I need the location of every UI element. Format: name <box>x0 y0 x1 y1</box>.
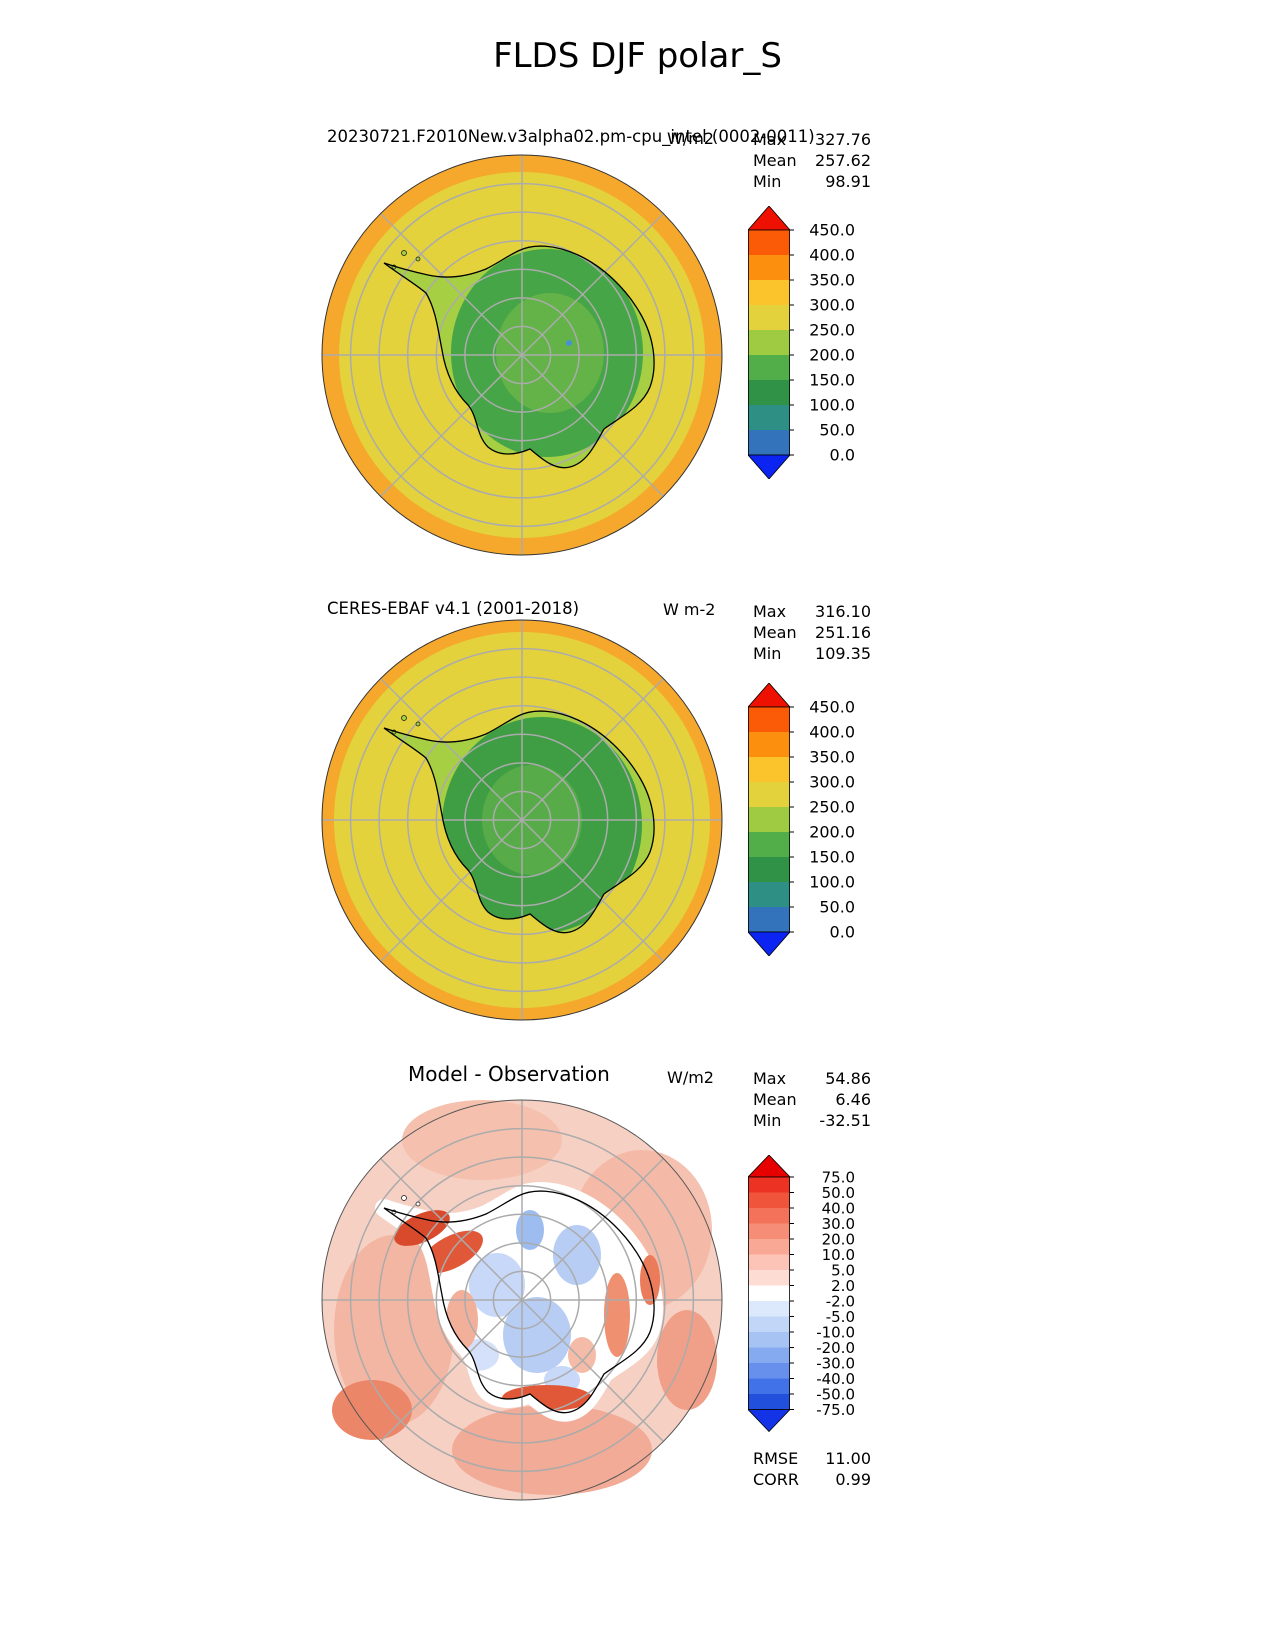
svg-text:100.0: 100.0 <box>809 873 855 892</box>
stat-label-mean: Mean <box>753 1090 797 1109</box>
stat-value-max: 327.76 <box>815 130 871 149</box>
model-stats: Max 327.76 Mean 257.62 Min 98.91 <box>753 129 871 192</box>
diff-stats: Max 54.86 Mean 6.46 Min -32.51 <box>753 1068 871 1131</box>
diff-continent-patches <box>421 1210 630 1411</box>
stat-row-min: Min 98.91 <box>753 171 871 192</box>
svg-text:100.0: 100.0 <box>809 396 855 415</box>
stat-row-max: Max 54.86 <box>753 1068 871 1089</box>
model-title: 20230721.F2010New.v3alpha02.pm-cpu_intel… <box>327 127 815 146</box>
stat-row-min: Min -32.51 <box>753 1110 871 1131</box>
svg-text:5.0: 5.0 <box>831 1261 855 1279</box>
svg-text:450.0: 450.0 <box>809 221 855 240</box>
svg-text:0.0: 0.0 <box>830 446 855 465</box>
svg-text:50.0: 50.0 <box>822 1184 855 1202</box>
colorbar-svg: 450.0 400.0 350.0 300.0 250.0 200.0 150.0 100.0… <box>747 205 855 480</box>
map-boundary <box>321 619 723 1021</box>
map-boundary <box>321 1099 723 1501</box>
stat-row-max: Max 327.76 <box>753 129 871 150</box>
map-model <box>321 154 723 556</box>
svg-text:300.0: 300.0 <box>809 296 855 315</box>
stat-row-mean: Mean 6.46 <box>753 1089 871 1110</box>
stat-label-min: Min <box>753 172 782 191</box>
diff-units: W/m2 <box>667 1068 714 1087</box>
colorbar-difference: 75.0 50.0 40.0 30.0 20.0 10.0 5.0 2.0 -2.0 -5.0 -1… <box>747 1154 860 1436</box>
colorbar-observation: 450.0 400.0 350.0 300.0 250.0 200.0 150.0 100.0… <box>747 682 860 960</box>
svg-text:400.0: 400.0 <box>809 723 855 742</box>
stat-value-mean: 6.46 <box>835 1090 871 1109</box>
colorbar-svg: 75.050.040.030.020.010.05.02.0-2.0-5.0-1… <box>747 1154 855 1433</box>
stat-row-mean: Mean 257.62 <box>753 150 871 171</box>
diff-peninsula-red <box>394 1210 450 1246</box>
svg-text:-2.0: -2.0 <box>826 1292 855 1310</box>
svg-text:350.0: 350.0 <box>809 748 855 767</box>
svg-text:75.0: 75.0 <box>822 1168 855 1186</box>
stat-value-mean: 257.62 <box>815 151 871 170</box>
stat-label-mean: Mean <box>753 151 797 170</box>
stat-label-max: Max <box>753 1069 787 1088</box>
svg-text:50.0: 50.0 <box>819 898 855 917</box>
stat-value-min: 98.91 <box>825 172 871 191</box>
obs-title: CERES-EBAF v4.1 (2001-2018) <box>327 599 580 618</box>
svg-text:-5.0: -5.0 <box>826 1308 855 1326</box>
stat-label-max: Max <box>753 130 787 149</box>
diff-metrics: RMSE 11.00 CORR 0.99 <box>753 1448 871 1490</box>
stat-row-corr: CORR 0.99 <box>753 1469 871 1490</box>
stat-label-min: Min <box>753 644 782 663</box>
stat-value-corr: 0.99 <box>835 1470 871 1489</box>
stat-value-min: 109.35 <box>815 644 871 663</box>
stat-label-rmse: RMSE <box>753 1449 799 1468</box>
svg-text:200.0: 200.0 <box>809 823 855 842</box>
map-boundary <box>321 154 723 556</box>
stat-value-mean: 251.16 <box>815 623 871 642</box>
svg-text:-30.0: -30.0 <box>816 1354 855 1372</box>
graticule <box>322 155 722 555</box>
svg-text:10.0: 10.0 <box>822 1246 855 1264</box>
model-units: W/m2 <box>667 129 714 148</box>
stat-label-corr: CORR <box>753 1470 799 1489</box>
stat-label-max: Max <box>753 602 787 621</box>
stat-value-min: -32.51 <box>819 1111 871 1130</box>
svg-text:30.0: 30.0 <box>822 1215 855 1233</box>
colorbar-svg: 450.0 400.0 350.0 300.0 250.0 200.0 150.0 100.0… <box>747 682 855 957</box>
svg-text:-10.0: -10.0 <box>816 1323 855 1341</box>
diff-title: Model - Observation <box>408 1062 610 1086</box>
stat-label-min: Min <box>753 1111 782 1130</box>
stat-row-mean: Mean 251.16 <box>753 622 871 643</box>
stat-value-max: 54.86 <box>825 1069 871 1088</box>
svg-text:250.0: 250.0 <box>809 321 855 340</box>
svg-text:450.0: 450.0 <box>809 698 855 717</box>
graticule <box>322 620 722 1020</box>
stat-row-max: Max 316.10 <box>753 601 871 622</box>
stat-row-rmse: RMSE 11.00 <box>753 1448 871 1469</box>
stat-value-max: 316.10 <box>815 602 871 621</box>
svg-text:-40.0: -40.0 <box>816 1370 855 1388</box>
graticule <box>322 1100 722 1500</box>
svg-text:0.0: 0.0 <box>830 923 855 942</box>
svg-text:150.0: 150.0 <box>809 848 855 867</box>
stat-label-mean: Mean <box>753 623 797 642</box>
obs-stats: Max 316.10 Mean 251.16 Min 109.35 <box>753 601 871 664</box>
svg-text:200.0: 200.0 <box>809 346 855 365</box>
svg-text:300.0: 300.0 <box>809 773 855 792</box>
obs-units: W m-2 <box>663 600 716 619</box>
low-value-spot <box>566 340 572 346</box>
stat-row-min: Min 109.35 <box>753 643 871 664</box>
svg-text:350.0: 350.0 <box>809 271 855 290</box>
svg-text:400.0: 400.0 <box>809 246 855 265</box>
svg-text:250.0: 250.0 <box>809 798 855 817</box>
stat-value-rmse: 11.00 <box>825 1449 871 1468</box>
page-title: FLDS DJF polar_S <box>493 36 782 76</box>
map-difference <box>321 1099 723 1501</box>
svg-text:-75.0: -75.0 <box>816 1401 855 1419</box>
svg-text:150.0: 150.0 <box>809 371 855 390</box>
svg-text:-50.0: -50.0 <box>816 1385 855 1403</box>
svg-text:2.0: 2.0 <box>831 1277 855 1295</box>
svg-text:40.0: 40.0 <box>822 1199 855 1217</box>
svg-text:20.0: 20.0 <box>822 1230 855 1248</box>
colorbar-model: 450.0 400.0 350.0 300.0 250.0 200.0 150.0 100.0… <box>747 205 860 483</box>
svg-text:50.0: 50.0 <box>819 421 855 440</box>
map-observation <box>321 619 723 1021</box>
svg-text:-20.0: -20.0 <box>816 1339 855 1357</box>
